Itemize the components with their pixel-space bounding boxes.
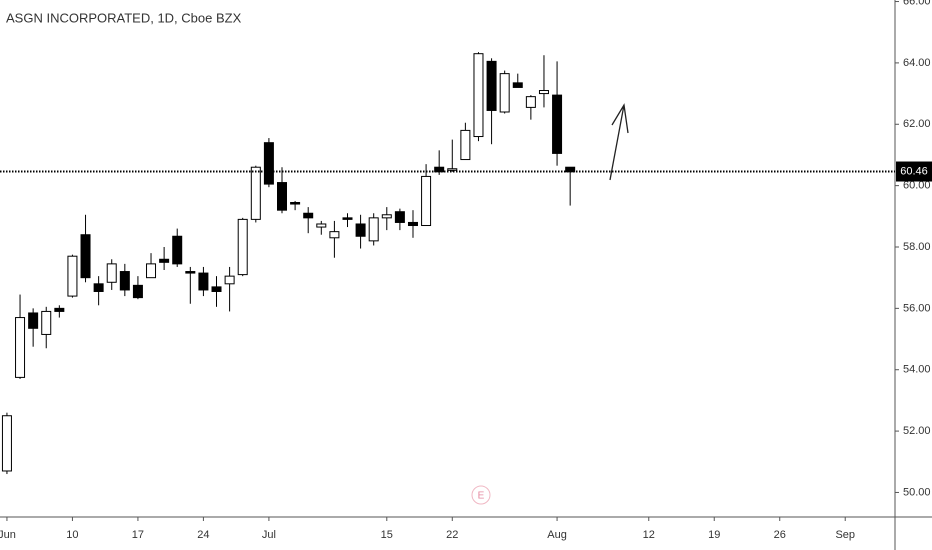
candle-body (460, 129, 471, 161)
y-tick-label: 62.00 (903, 118, 931, 130)
candle-body (525, 96, 536, 108)
y-tick-label: 66.00 (903, 0, 931, 7)
candle-body (106, 263, 117, 283)
last-price-box (896, 161, 932, 182)
y-tick-label: 56.00 (903, 302, 931, 314)
x-tick-label: 10 (66, 529, 78, 541)
candle-body (67, 255, 78, 297)
candle-body (237, 218, 248, 276)
candle-body (250, 166, 261, 220)
x-tick-label: Jul (262, 529, 276, 541)
candle-body (355, 223, 366, 237)
candle-body (381, 214, 392, 219)
candle-body (486, 60, 497, 111)
candle-body (198, 272, 209, 291)
x-tick-label: 15 (381, 529, 393, 541)
candle-body (552, 94, 563, 154)
candle-body (394, 211, 405, 223)
chart-title: ASGN INCORPORATED, 1D, Cboe BZX (6, 10, 242, 25)
candle-body (93, 283, 104, 292)
y-tick-label: 58.00 (903, 241, 931, 253)
candle-body (28, 312, 39, 329)
y-tick-label: 64.00 (903, 57, 931, 69)
candle-body (368, 217, 379, 242)
x-tick-label: 17 (132, 529, 144, 541)
x-tick-label: Jun (0, 529, 16, 541)
x-tick-label: 22 (446, 529, 458, 541)
candle-body (54, 307, 65, 312)
y-tick-label: 50.00 (903, 486, 931, 498)
candle-body (185, 271, 196, 274)
candle-body (512, 82, 523, 88)
candle-body (132, 284, 143, 299)
x-tick-label: 19 (708, 529, 720, 541)
candle-body (499, 73, 510, 113)
event-marker-circle[interactable] (471, 485, 491, 505)
candle-body (316, 223, 327, 228)
candle-body (538, 90, 549, 95)
x-tick-label: Aug (547, 529, 567, 541)
candle-body (224, 275, 235, 285)
candle-body (342, 217, 353, 220)
candle-body (447, 168, 458, 171)
candle-body (263, 142, 274, 185)
x-tick-label: 26 (774, 529, 786, 541)
candle-body (172, 235, 183, 265)
last-price-label: 60.46 (900, 165, 928, 177)
x-tick-label: 24 (197, 529, 209, 541)
candle-body (290, 202, 301, 205)
candle-body (1, 415, 12, 472)
x-tick-label: 12 (643, 529, 655, 541)
candle-body (119, 271, 130, 291)
candle-body (80, 234, 91, 279)
y-tick-label: 54.00 (903, 364, 931, 376)
candle-body (407, 221, 418, 227)
candle-body (473, 53, 484, 138)
x-tick-label: Sep (835, 529, 855, 541)
y-tick-label: 60.00 (903, 180, 931, 192)
candle-body (211, 286, 222, 292)
candle-body (15, 317, 26, 378)
candle-body (421, 175, 432, 227)
candle-body (329, 231, 340, 239)
candle-body (303, 212, 314, 219)
candle-body (159, 258, 170, 263)
y-tick-label: 52.00 (903, 425, 931, 437)
candle-body (146, 263, 157, 279)
event-marker[interactable]: E (478, 491, 485, 502)
candle-body (277, 182, 288, 211)
candle-body (41, 310, 52, 335)
drawn-arrow (609, 103, 629, 181)
